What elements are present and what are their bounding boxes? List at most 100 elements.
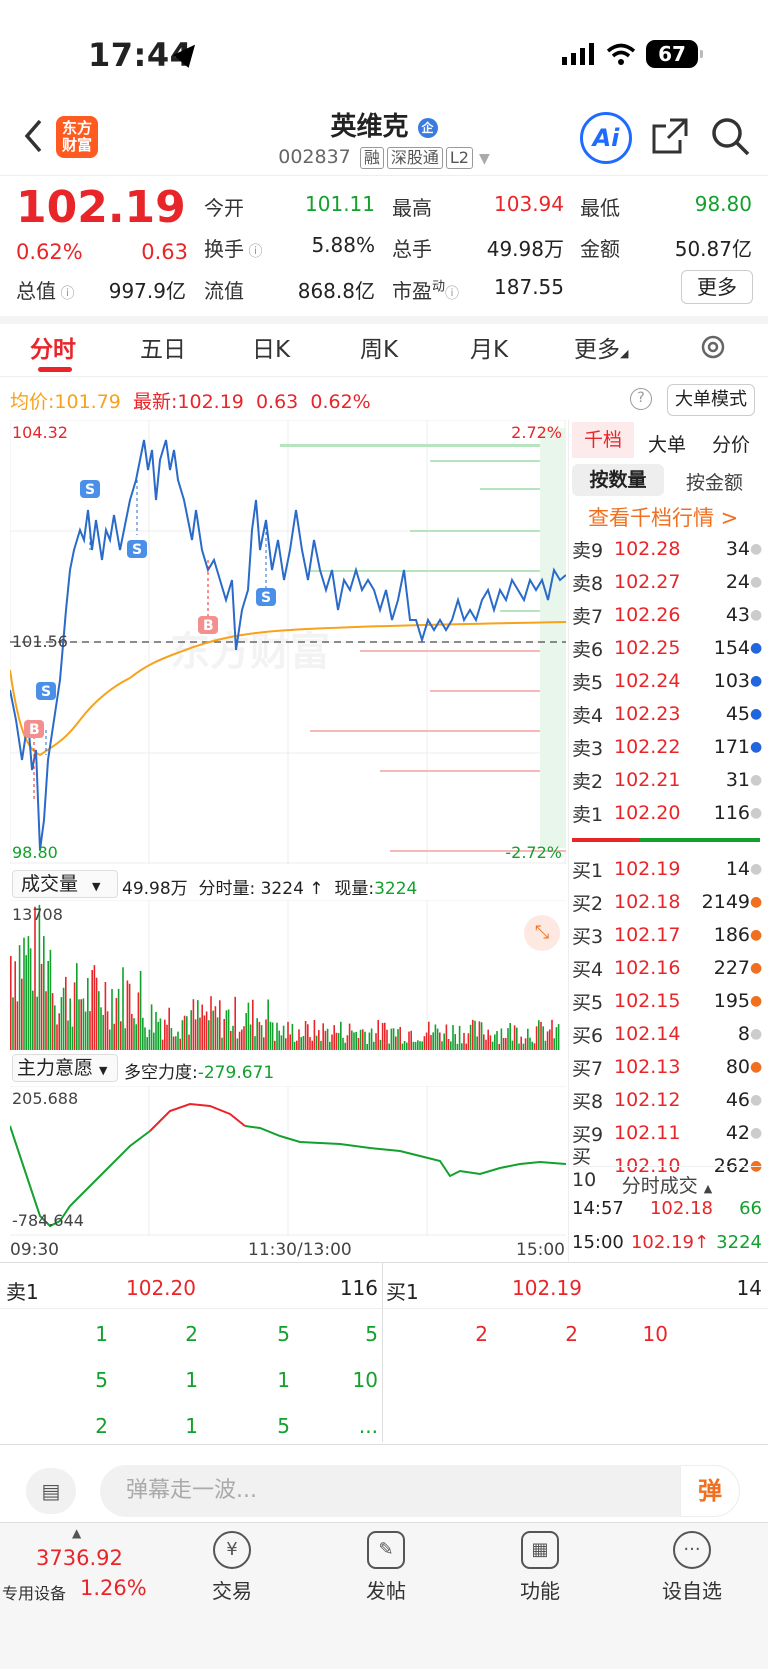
tab-five-day[interactable]: 五日 <box>140 337 186 363</box>
volume-bar <box>304 1020 307 1050</box>
bid-row[interactable]: 买5 102.15 195 ● <box>572 986 762 1016</box>
volume-selector[interactable]: 成交量 ▼ <box>12 870 118 898</box>
index-value[interactable]: 3736.92 <box>36 1546 123 1570</box>
search-icon[interactable] <box>710 116 752 158</box>
ask-row[interactable]: 卖8 102.27 24 ● <box>572 567 762 597</box>
danmu-toggle-button[interactable]: 弹 <box>680 1465 740 1517</box>
bid-row[interactable]: 买2 102.18 2149 ● <box>572 887 762 917</box>
help-icon[interactable]: ? <box>630 388 652 410</box>
stock-code-row[interactable]: 002837 融深股通 L2 ▼ <box>278 146 490 169</box>
enterprise-badge-icon: 企 <box>417 117 438 138</box>
side-sub-by-amount[interactable]: 按金额 <box>686 472 744 494</box>
volume-bar <box>194 1019 197 1050</box>
side-tab-level[interactable]: 千档 <box>572 422 634 458</box>
danmu-list-icon[interactable]: ▤ <box>26 1468 76 1514</box>
side-tab-big[interactable]: 大单 <box>648 434 687 456</box>
avg-price-row: 均价:101.79 最新:102.19 0.63 0.62% <box>10 391 371 413</box>
volume-bar <box>318 1030 320 1050</box>
share-icon[interactable] <box>650 116 690 156</box>
volume-bar <box>538 1020 540 1050</box>
volume-bar <box>153 1032 155 1050</box>
volume-bar <box>340 1021 342 1050</box>
bid-row[interactable]: 买4 102.16 227 ● <box>572 953 762 983</box>
ai-button[interactable]: Ai <box>580 112 632 164</box>
queue-ask-cell: ... <box>358 1414 378 1438</box>
volume-bar <box>505 1037 507 1050</box>
tab-more[interactable]: 更多◢ <box>574 337 629 363</box>
volume-bar <box>419 1041 421 1050</box>
volume-bar <box>300 1037 302 1050</box>
expand-icon[interactable]: ⤡ <box>524 915 560 951</box>
side-sub-by-qty[interactable]: 按数量 <box>572 464 664 496</box>
tab-daily-k[interactable]: 日K <box>252 337 291 363</box>
back-icon[interactable] <box>22 118 44 154</box>
nav-functions[interactable]: ▦ 功能 <box>500 1531 580 1604</box>
volume-bar <box>351 1030 353 1050</box>
volume-bar <box>344 1042 346 1050</box>
bid-row[interactable]: 买3 102.17 186 ● <box>572 920 762 950</box>
battery-icon: 67 <box>646 40 703 68</box>
volume-bar <box>34 906 36 1050</box>
ask-row[interactable]: 卖2 102.21 31 ● <box>572 765 762 795</box>
side-tab-price[interactable]: 分价 <box>712 434 751 456</box>
ask-row[interactable]: 卖9 102.28 34 ● <box>572 534 762 564</box>
bid-volume: 14 <box>725 858 750 880</box>
stock-name[interactable]: 英维克 企 <box>0 106 768 143</box>
info-icon[interactable]: ⓘ <box>445 286 460 302</box>
tab-weekly-k[interactable]: 周K <box>360 337 399 363</box>
volume-bar <box>390 1028 393 1050</box>
force-chart: 205.688 -784.644 <box>10 1086 566 1236</box>
current-price: 102.19 <box>16 182 186 233</box>
volume-bar <box>78 999 80 1050</box>
svg-text:B: B <box>29 722 40 738</box>
ask-price: 102.22 <box>614 736 681 758</box>
bid-row[interactable]: 买1 102.19 14 ● <box>572 854 762 884</box>
ask-row[interactable]: 卖6 102.25 154 ● <box>572 633 762 663</box>
volume-bar <box>513 1025 516 1050</box>
bid-level-label: 买4 <box>572 958 604 981</box>
bid-level-label: 买6 <box>572 1024 604 1047</box>
force-selector[interactable]: 主力意愿 ▼ <box>12 1054 118 1082</box>
big-order-mode-button[interactable]: 大单模式 <box>667 384 755 416</box>
settings-icon[interactable] <box>698 332 728 362</box>
trades-title[interactable]: 分时成交 ▲ <box>572 1166 762 1198</box>
volume-bar <box>432 1032 434 1050</box>
ask-row[interactable]: 卖7 102.26 43 ● <box>572 600 762 630</box>
index-pct: 1.26% <box>80 1576 147 1600</box>
volume-bar <box>516 1027 518 1050</box>
ask-level-label: 卖5 <box>572 671 604 694</box>
level-detail-link[interactable]: 查看千档行情 > <box>588 506 739 530</box>
bid-row[interactable]: 买9 102.11 42 ● <box>572 1118 762 1148</box>
danmu-input[interactable]: 弹幕走一波... <box>100 1465 740 1517</box>
nav-post[interactable]: ✎ 发帖 <box>346 1531 426 1604</box>
ask-row[interactable]: 卖4 102.23 45 ● <box>572 699 762 729</box>
volume-bar <box>120 1021 122 1050</box>
tab-intraday[interactable]: 分时 <box>30 337 76 363</box>
volume-bar <box>166 1024 168 1050</box>
bid-row[interactable]: 买7 102.13 80 ● <box>572 1052 762 1082</box>
info-icon[interactable]: ⓘ <box>244 244 263 260</box>
app-logo[interactable]: 东方财富 <box>56 116 98 158</box>
volume-bar <box>98 991 100 1050</box>
queue-ask-cell: 5 <box>277 1414 290 1438</box>
nav-add-watchlist[interactable]: ··· 设自选 <box>652 1531 732 1604</box>
volume-bar <box>434 1024 437 1050</box>
volume-bar <box>551 1019 553 1050</box>
field-value-total-value: 997.9亿 <box>108 279 186 303</box>
info-icon[interactable]: ⓘ <box>56 286 75 302</box>
ask-price: 102.21 <box>614 769 681 791</box>
force-max-label: 205.688 <box>12 1089 78 1108</box>
price-chart[interactable]: 东方财富 B S S S B S 104.32 98.80 101.56 2.7… <box>10 420 566 864</box>
nav-trade[interactable]: ¥ 交易 <box>192 1531 272 1604</box>
more-fields-button[interactable]: 更多 <box>681 270 753 304</box>
ask-row[interactable]: 卖3 102.22 171 ● <box>572 732 762 762</box>
ask-volume: 43 <box>725 604 750 626</box>
bid-row[interactable]: 买8 102.12 46 ● <box>572 1085 762 1115</box>
bid-price: 102.15 <box>614 990 681 1012</box>
volume-bar <box>320 1040 322 1050</box>
ask-row[interactable]: 卖5 102.24 103 ● <box>572 666 762 696</box>
tab-monthly-k[interactable]: 月K <box>470 337 509 363</box>
ask-row[interactable]: 卖1 102.20 116 ● <box>572 798 762 828</box>
ask-price: 102.24 <box>614 670 681 692</box>
bid-row[interactable]: 买6 102.14 8 ● <box>572 1019 762 1049</box>
